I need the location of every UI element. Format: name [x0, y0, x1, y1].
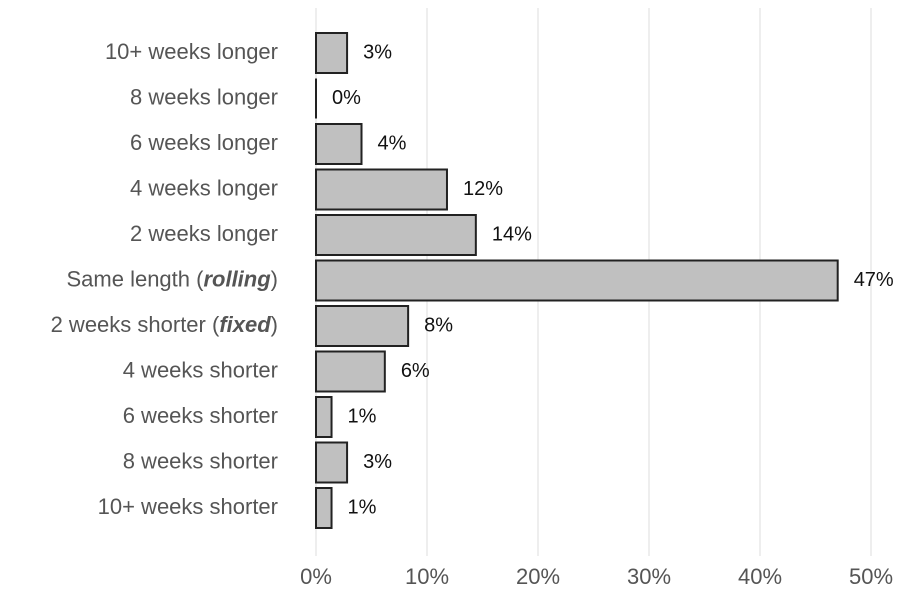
- bar: [315, 350, 386, 393]
- y-tick-label: 2 weeks longer: [130, 221, 278, 246]
- x-tick-label: 0%: [300, 564, 332, 589]
- value-label: 47%: [854, 269, 894, 291]
- bar: [315, 259, 839, 302]
- value-label: 3%: [363, 41, 392, 63]
- y-tick-label: 4 weeks shorter: [123, 357, 278, 382]
- bar: [315, 396, 333, 438]
- x-tick-label: 50%: [849, 564, 893, 589]
- y-tick-label: 8 weeks shorter: [123, 448, 278, 473]
- y-tick-label: 8 weeks longer: [130, 84, 278, 109]
- value-label: 4%: [378, 132, 407, 154]
- value-label: 3%: [363, 451, 392, 473]
- bar: [315, 441, 349, 484]
- bar: [315, 305, 410, 347]
- value-label: 1%: [348, 405, 377, 427]
- value-label: 6%: [401, 360, 430, 382]
- x-tick-label: 20%: [516, 564, 560, 589]
- y-tick-label: 2 weeks shorter (fixed): [51, 312, 278, 337]
- y-tick-label: 10+ weeks longer: [105, 39, 278, 64]
- x-tick-label: 30%: [627, 564, 671, 589]
- value-label: 14%: [492, 223, 532, 245]
- bar: [315, 214, 477, 256]
- y-tick-label: 6 weeks longer: [130, 130, 278, 155]
- value-label: 8%: [424, 314, 453, 336]
- value-label: 0%: [332, 87, 361, 109]
- bar: [315, 32, 349, 74]
- value-label: 1%: [348, 496, 377, 518]
- x-tick-label: 10%: [405, 564, 449, 589]
- bar: [315, 168, 448, 211]
- value-label: 12%: [463, 178, 503, 200]
- bar: [315, 487, 333, 529]
- y-tick-label: 6 weeks shorter: [123, 403, 278, 428]
- y-tick-label: 10+ weeks shorter: [98, 494, 278, 519]
- x-tick-label: 40%: [738, 564, 782, 589]
- bar: [315, 123, 363, 165]
- y-tick-label: Same length (rolling): [66, 266, 278, 291]
- y-tick-label: 4 weeks longer: [130, 175, 278, 200]
